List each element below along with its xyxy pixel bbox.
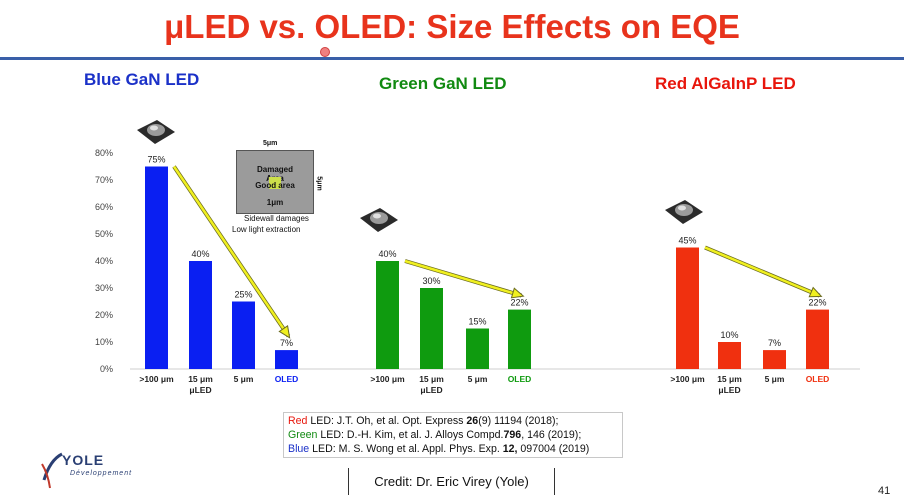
title-mu: μ (164, 8, 185, 45)
ref-green-bold: 796 (503, 429, 522, 441)
bar (420, 288, 443, 369)
trend-arrow (404, 259, 522, 297)
credit-line: Credit: Dr. Eric Virey (Yole) (348, 468, 555, 495)
x-tick-label: 15 μm (717, 374, 742, 384)
x-tick-label: OLED (275, 374, 299, 384)
ref-green-word: Green (288, 429, 318, 441)
bar-value-label: 45% (678, 236, 696, 246)
x-tick-label: >100 μm (370, 374, 405, 384)
x-tick-label: 15 μm (419, 374, 444, 384)
bar (189, 261, 212, 369)
led-highlight-icon (150, 125, 158, 131)
x-tick-label: μLED (718, 385, 740, 395)
inset-core-dim: 1μm (266, 198, 284, 207)
bar (763, 350, 786, 369)
x-tick-label: OLED (508, 374, 532, 384)
y-tick-label: 40% (95, 256, 113, 266)
section-red-label: Red AlGaInP LED (655, 74, 796, 93)
bar (718, 342, 741, 369)
ref-red-word: Red (288, 415, 308, 427)
x-tick-label: 5 μm (765, 374, 785, 384)
inset-line1: Damaged (256, 165, 293, 174)
bar-value-label: 7% (280, 338, 293, 348)
y-tick-label: 80% (95, 148, 113, 158)
logo-main-text: YOLE (62, 452, 105, 468)
inset-caption-2: Low light extraction (232, 225, 301, 234)
yole-logo: YOLE Développement (40, 450, 140, 490)
bar (508, 309, 531, 369)
ref-red-rest: (9) 11194 (2018); (478, 415, 559, 427)
x-tick-label: >100 μm (670, 374, 705, 384)
yole-swoosh-icon (41, 452, 63, 489)
bar (806, 309, 829, 369)
inset-caption-1: Sidewall damages (244, 214, 309, 223)
logo-sub-text: Développement (70, 470, 133, 477)
bar (232, 301, 255, 369)
ref-blue-word: Blue (288, 443, 310, 455)
bar-value-label: 10% (720, 330, 738, 340)
ref-blue-bold: 12, (502, 443, 518, 455)
ref-red-bold: 26 (466, 415, 479, 427)
inset-side-dim: 5μm (315, 176, 323, 191)
x-tick-label: μLED (189, 385, 211, 395)
bar-value-label: 30% (422, 276, 440, 286)
inset-top-dim: 5μm (263, 140, 278, 147)
bar (466, 328, 489, 369)
y-tick-label: 0% (100, 364, 113, 374)
section-blue-label: Blue GaN LED (84, 70, 200, 89)
trend-arrow (172, 165, 290, 337)
ref-red-text: LED: J.T. Oh, et al. Opt. Express (307, 415, 467, 427)
trend-arrow (704, 246, 820, 297)
reference-blue: Blue LED: M. S. Wong et al. Appl. Phys. … (288, 442, 618, 456)
pointer-dot (320, 47, 330, 57)
bar-value-label: 25% (234, 290, 252, 300)
ref-blue-rest: 097004 (2019) (517, 443, 590, 455)
bar-value-label: 15% (468, 317, 486, 327)
bar-value-label: 40% (378, 249, 396, 259)
bar (145, 166, 168, 369)
x-tick-label: μLED (420, 385, 442, 395)
reference-red: Red LED: J.T. Oh, et al. Opt. Express 26… (288, 414, 618, 428)
slide-title: μLED vs. OLED: Size Effects on EQE (0, 8, 904, 46)
y-tick-label: 10% (95, 337, 113, 347)
y-tick-label: 70% (95, 175, 113, 185)
x-tick-label: 5 μm (468, 374, 488, 384)
ref-blue-text: LED: M. S. Wong et al. Appl. Phys. Exp. (309, 443, 503, 455)
damaged-area-diagram: Damaged Area Good area 1μm (236, 150, 314, 214)
trend-arrow-head (808, 286, 823, 298)
section-green-label: Green GaN LED (379, 74, 507, 93)
x-tick-label: >100 μm (139, 374, 174, 384)
ref-green-text: LED: D.-H. Kim, et al. J. Alloys Compd. (317, 429, 504, 441)
bar-value-label: 22% (808, 298, 826, 308)
reference-green: Green LED: D.-H. Kim, et al. J. Alloys C… (288, 428, 618, 442)
bar-value-label: 22% (510, 298, 528, 308)
bar (676, 247, 699, 369)
inset-core-label: Good area (255, 181, 295, 190)
y-tick-label: 20% (95, 310, 113, 320)
bar (275, 350, 298, 369)
title-text: LED vs. OLED: Size Effects on EQE (184, 8, 740, 45)
inset-caption: Sidewall damages Low light extraction (232, 213, 309, 235)
trend-arrow-head (278, 324, 291, 339)
y-tick-label: 60% (95, 202, 113, 212)
references-box: Red LED: J.T. Oh, et al. Opt. Express 26… (283, 412, 623, 458)
x-tick-label: 5 μm (234, 374, 254, 384)
ref-green-rest: , 146 (2019); (521, 429, 582, 441)
x-tick-label: OLED (806, 374, 830, 384)
good-area-core (269, 177, 281, 189)
trend-arrow-head (510, 287, 525, 299)
bar (376, 261, 399, 369)
bar-value-label: 7% (768, 338, 781, 348)
page-number: 41 (878, 485, 891, 497)
led-highlight-icon (678, 205, 686, 211)
x-tick-label: 15 μm (188, 374, 213, 384)
title-underline (0, 57, 904, 60)
bar-value-label: 75% (147, 155, 165, 165)
y-tick-label: 30% (95, 283, 113, 293)
led-highlight-icon (373, 213, 381, 219)
y-tick-label: 50% (95, 229, 113, 239)
bar-value-label: 40% (191, 249, 209, 259)
